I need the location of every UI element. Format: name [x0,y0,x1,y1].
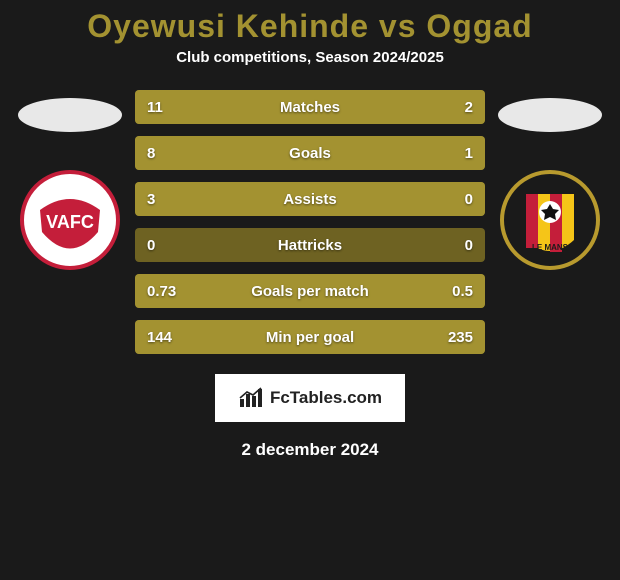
page-subtitle: Club competitions, Season 2024/2025 [176,49,444,66]
comparison-content: VAFC 11 Matches 2 8 Goals 1 3 Assists 0 0 Hattrick… [0,90,620,354]
right-side: LE MANS [495,90,605,270]
chart-icon [238,387,264,409]
stat-left-value: 8 [147,145,155,162]
stat-left-value: 0 [147,237,155,254]
stats-panel: 11 Matches 2 8 Goals 1 3 Assists 0 0 Hattricks 0 0.7… [135,90,485,354]
stat-right-value: 1 [465,145,473,162]
stat-label: Goals [289,145,331,162]
svg-text:VAFC: VAFC [46,212,94,232]
stat-label: Matches [280,99,340,116]
svg-text:LE MANS: LE MANS [532,243,569,252]
stat-label: Goals per match [251,283,369,300]
source-logo: FcTables.com [215,374,405,422]
stat-fill-right [433,90,486,124]
stat-right-value: 235 [448,329,473,346]
stat-right-value: 0.5 [452,283,473,300]
stat-row: 11 Matches 2 [135,90,485,124]
left-side: VAFC [15,90,125,270]
stat-row: 8 Goals 1 [135,136,485,170]
stat-left-value: 11 [147,99,163,116]
stat-label: Min per goal [266,329,354,346]
stat-row: 0.73 Goals per match 0.5 [135,274,485,308]
player-silhouette-right [498,98,602,132]
stat-right-value: 0 [465,237,473,254]
stat-right-value: 2 [465,99,473,116]
club-badge-right: LE MANS [500,170,600,270]
page-title: Oyewusi Kehinde vs Oggad [87,8,532,45]
stat-row: 0 Hattricks 0 [135,228,485,262]
source-logo-text: FcTables.com [270,388,382,408]
stat-left-value: 3 [147,191,155,208]
root: Oyewusi Kehinde vs Oggad Club competitio… [0,0,620,580]
club-badge-left: VAFC [20,170,120,270]
stat-left-value: 0.73 [147,283,176,300]
stat-label: Assists [283,191,336,208]
player-silhouette-left [18,98,122,132]
stat-right-value: 0 [465,191,473,208]
date-label: 2 december 2024 [241,440,378,460]
stat-left-value: 144 [147,329,172,346]
stat-label: Hattricks [278,237,342,254]
stat-row: 3 Assists 0 [135,182,485,216]
stat-row: 144 Min per goal 235 [135,320,485,354]
